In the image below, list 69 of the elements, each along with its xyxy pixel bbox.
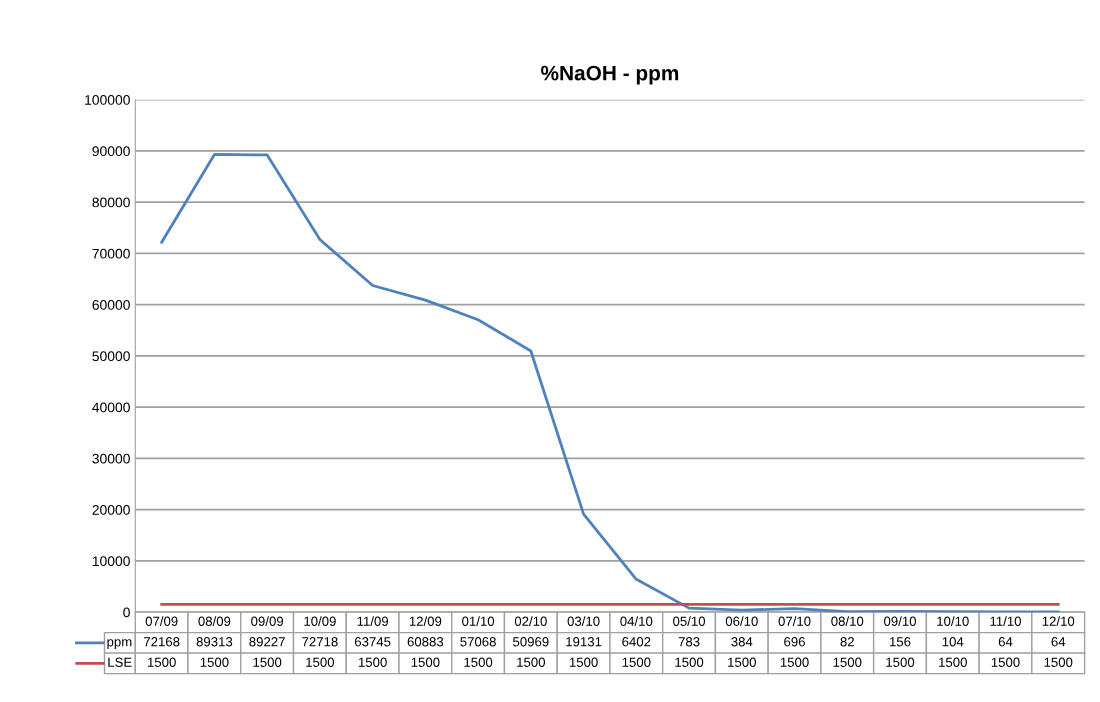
y-tick-label: 20000 — [92, 504, 130, 515]
data-label: 1500 — [991, 657, 1020, 667]
y-tick-label: 10000 — [92, 556, 130, 567]
x-tick-label: 10/09 — [304, 616, 336, 626]
x-tick-label: 08/09 — [198, 616, 231, 626]
data-label: 1500 — [939, 657, 967, 667]
data-label: 50969 — [513, 637, 549, 647]
data-label: 89313 — [196, 637, 233, 647]
data-label: 696 — [784, 637, 805, 647]
data-label: 1500 — [833, 657, 862, 667]
data-label: 1500 — [675, 657, 704, 667]
data-label: 104 — [942, 637, 964, 647]
data-label: 72718 — [302, 637, 338, 647]
x-tick-label: 05/10 — [673, 616, 706, 626]
x-tick-label: 12/10 — [1042, 616, 1075, 626]
y-tick-label: 40000 — [92, 402, 130, 413]
y-tick-label: 100000 — [85, 95, 130, 105]
data-label: 1500 — [780, 657, 809, 667]
data-label: 1500 — [728, 657, 756, 667]
data-label: 384 — [731, 637, 753, 647]
data-label: 1500 — [622, 657, 651, 667]
line-series — [160, 153, 1060, 613]
x-tick-label: 08/10 — [831, 616, 864, 626]
x-tick-label: 06/10 — [725, 616, 758, 626]
legend-label: LSE — [108, 657, 132, 667]
data-label: 1500 — [358, 657, 387, 667]
x-tick-label: 11/10 — [990, 616, 1021, 626]
data-label: 57068 — [460, 637, 496, 647]
x-tick-label: 02/10 — [514, 616, 547, 626]
data-label: 1500 — [517, 657, 545, 667]
data-label: 19131 — [566, 637, 602, 647]
data-label: 64 — [1051, 637, 1066, 647]
data-label: 1500 — [569, 657, 598, 667]
x-tick-label: 01/10 — [462, 616, 495, 626]
y-tick-label: 90000 — [92, 146, 130, 157]
x-tick-label: 04/10 — [620, 616, 653, 626]
data-label: 6402 — [622, 637, 651, 647]
data-label: 64 — [998, 637, 1013, 647]
data-label: 63745 — [354, 637, 391, 647]
legend-label: ppm — [107, 639, 132, 650]
x-tick-label: 10/10 — [937, 616, 969, 626]
x-tick-label: 09/09 — [251, 616, 284, 626]
x-tick-label: 07/10 — [778, 616, 811, 626]
data-label: 1500 — [411, 657, 440, 667]
y-tick-label: 60000 — [92, 300, 130, 310]
data-label: 1500 — [1044, 657, 1073, 667]
x-tick-label: 07/09 — [145, 616, 178, 626]
y-tick-label: 80000 — [92, 197, 130, 208]
y-tick-label: 0 — [123, 607, 130, 618]
data-label: 1500 — [886, 657, 915, 667]
data-label: 72168 — [144, 637, 180, 647]
y-tick-label: 50000 — [92, 351, 130, 362]
data-label: 1500 — [200, 657, 229, 667]
data-label: 156 — [890, 637, 911, 647]
chart-title: %NaOH - ppm — [541, 65, 679, 85]
data-label: 89227 — [249, 637, 285, 647]
data-label: 1500 — [253, 657, 282, 667]
x-tick-label: 09/10 — [884, 616, 917, 626]
data-label: 82 — [840, 637, 854, 647]
y-tick-label: 70000 — [92, 248, 130, 259]
x-tick-label: 03/10 — [567, 616, 600, 626]
x-tick-label: 12/09 — [409, 616, 442, 626]
x-tick-label: 11/09 — [357, 616, 389, 626]
data-label: 1500 — [306, 657, 335, 667]
data-label: 60883 — [407, 637, 444, 647]
data-label: 783 — [678, 637, 700, 647]
y-tick-label: 30000 — [92, 453, 130, 464]
data-label: 1500 — [464, 657, 493, 667]
data-label: 1500 — [148, 657, 176, 667]
